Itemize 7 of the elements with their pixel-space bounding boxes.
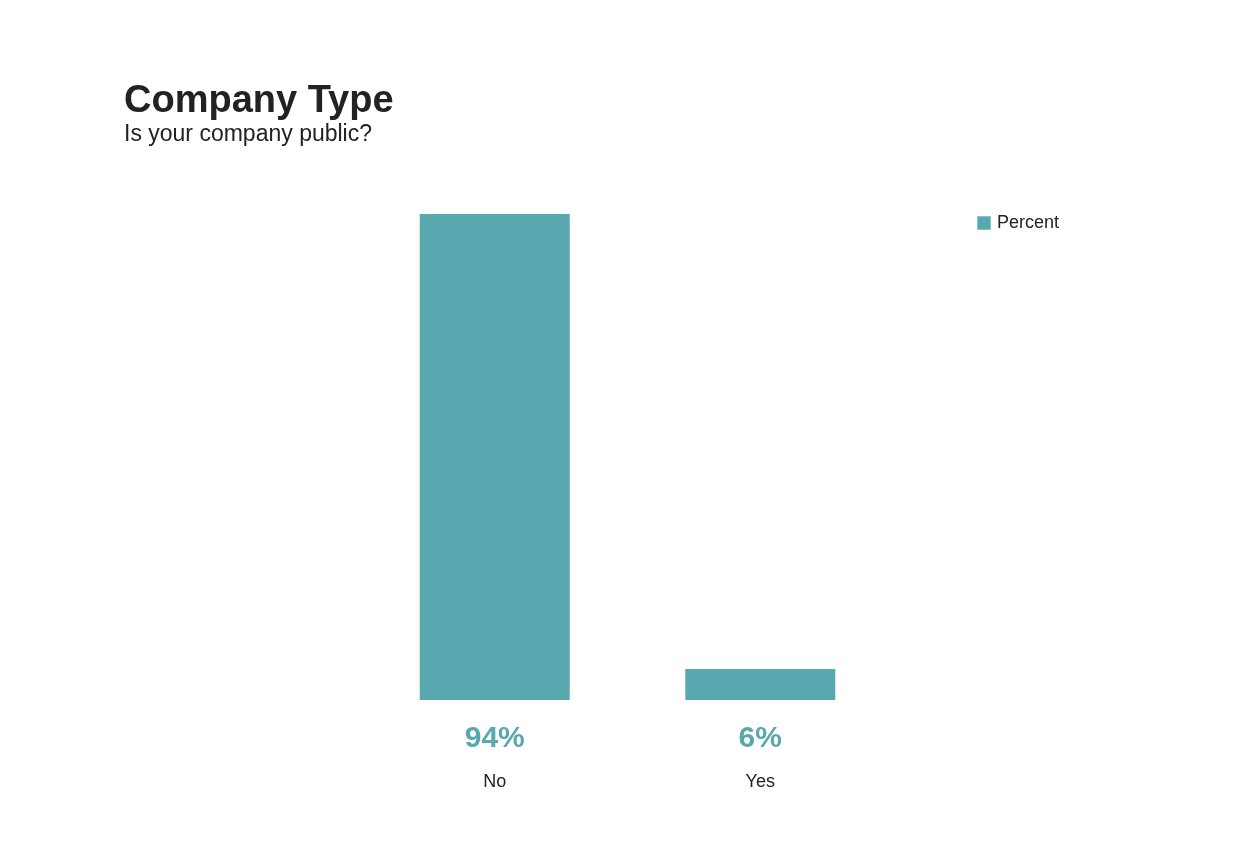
chart-title: Company Type — [124, 78, 394, 120]
data-label: 94% — [464, 720, 525, 753]
x-tick-label: No — [483, 770, 507, 791]
x-tick-label: Yes — [745, 770, 775, 791]
data-label: 6% — [738, 720, 782, 753]
chart-subtitle: Is your company public? — [124, 120, 373, 146]
legend-label: Percent — [997, 212, 1060, 232]
